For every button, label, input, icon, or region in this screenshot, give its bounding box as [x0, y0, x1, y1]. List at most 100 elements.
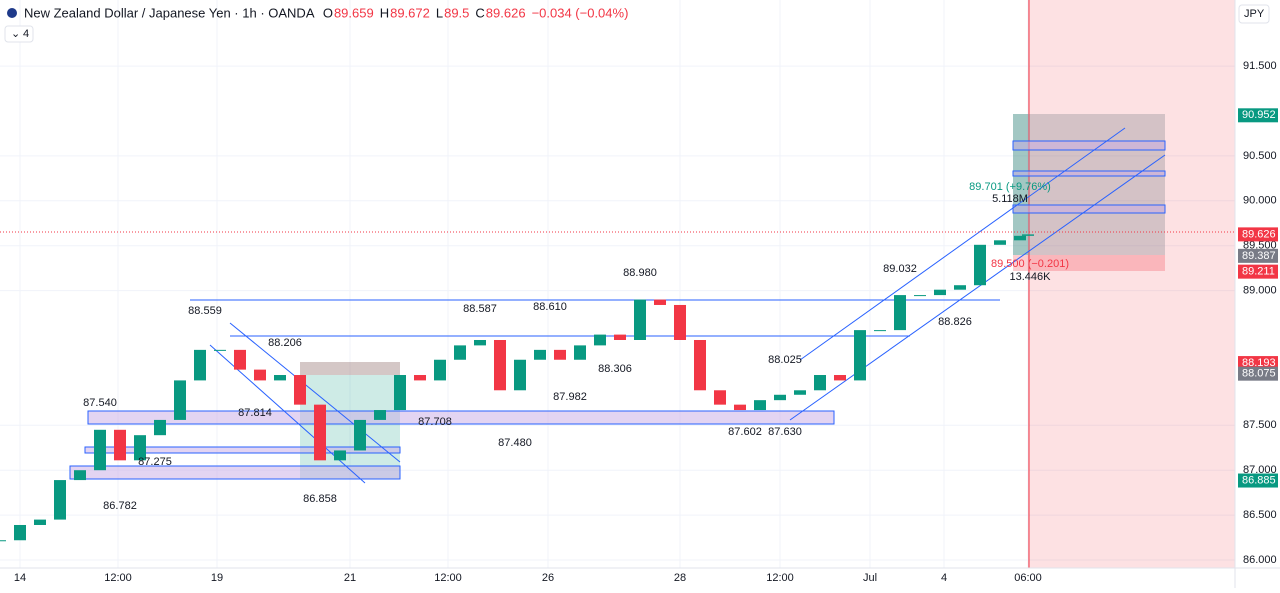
candle: [374, 410, 386, 420]
candle: [714, 390, 726, 405]
price-badge: [1238, 264, 1278, 279]
ohlc-value: 89.672: [390, 5, 430, 20]
price-badge-label: 88.193: [1242, 357, 1276, 369]
candle: [254, 369, 266, 381]
ohlc-key: O: [323, 5, 333, 20]
candle: [134, 435, 146, 461]
candle: [934, 289, 946, 296]
price-axis: [1235, 0, 1280, 588]
zone: [87, 410, 835, 425]
candle: [874, 330, 886, 332]
candle: [334, 450, 346, 461]
x-tick-label: 21: [344, 572, 356, 584]
symbol-title[interactable]: New Zealand Dollar / Japanese Yen · 1h ·…: [24, 5, 315, 20]
candle: [554, 349, 566, 360]
y-tick-label: 89.000: [1243, 285, 1277, 297]
price-annotation: 5.118M: [992, 193, 1028, 205]
x-tick-label: 14: [14, 572, 26, 584]
indicator-toggle[interactable]: [4, 25, 34, 43]
channel-line: [799, 127, 1126, 361]
ohlc-value: 89.5: [444, 5, 469, 20]
currency-button[interactable]: [1238, 4, 1270, 24]
candle: [314, 404, 326, 461]
y-tick-label: 87.000: [1243, 464, 1277, 476]
ohlc-legend: O 89.659 H 89.672 L 89.5 C 89.626 −0.034 (−0.04%…: [323, 5, 629, 20]
x-tick-label: 12:00: [766, 572, 794, 584]
candle: [174, 380, 186, 420]
candle: [1022, 234, 1034, 236]
x-tick-label: 12:00: [434, 572, 462, 584]
candle: [774, 394, 786, 401]
candle: [534, 349, 546, 360]
candle: [1014, 235, 1026, 241]
candle: [0, 540, 6, 542]
price-badge: [1238, 108, 1278, 123]
price-badge: [1238, 366, 1278, 381]
price-annotation: 86.782: [103, 500, 137, 512]
candle: [574, 345, 586, 360]
zone: [1012, 170, 1166, 177]
y-tick-label: 90.000: [1243, 195, 1277, 207]
indicator-chevron[interactable]: ⌄: [11, 28, 20, 40]
candle: [474, 339, 486, 346]
candle: [14, 524, 26, 541]
x-tick-label: 28: [674, 572, 686, 584]
price-annotation: 88.025: [768, 354, 802, 366]
price-annotation: 89.032: [883, 263, 917, 275]
candle: [794, 390, 806, 395]
price-annotation: 86.858: [303, 493, 337, 505]
position-loss: [1013, 255, 1165, 271]
candle: [414, 375, 426, 381]
x-tick-label: 19: [211, 572, 223, 584]
candle: [434, 359, 446, 381]
candle: [954, 285, 966, 290]
price-badge-label: 86.885: [1242, 474, 1276, 486]
price-annotation: 87.814: [238, 407, 272, 419]
ohlc-value: 89.626: [486, 5, 526, 20]
price-annotation: 87.602: [728, 426, 762, 438]
zone: [1012, 140, 1166, 151]
price-badge: [1238, 248, 1278, 263]
future-zone: [1028, 0, 1235, 568]
price-annotation: 88.559: [188, 305, 222, 317]
ohlc-key: C: [475, 5, 484, 20]
candle: [994, 240, 1006, 245]
candle: [34, 519, 46, 525]
price-badge: [1238, 356, 1278, 371]
candle: [974, 244, 986, 286]
zone: [84, 446, 401, 454]
price-annotation: 88.306: [598, 363, 632, 375]
x-tick-label: 4: [941, 572, 947, 584]
candle: [854, 330, 866, 381]
candle: [734, 404, 746, 411]
price-annotation: 89.500 (−0.201): [991, 258, 1069, 270]
candle: [454, 345, 466, 360]
x-tick-label: Jul: [863, 572, 877, 584]
candle: [614, 334, 626, 340]
candle: [154, 419, 166, 436]
price-badge-label: 89.626: [1242, 228, 1276, 240]
candle: [274, 375, 286, 381]
ohlc-key: L: [436, 5, 443, 20]
ohlc-key: H: [380, 5, 389, 20]
price-annotation: 88.980: [623, 267, 657, 279]
ohlc-value: 89.659: [334, 5, 374, 20]
x-tick-label: 06:00: [1014, 572, 1042, 584]
candle: [194, 349, 206, 381]
y-tick-label: 86.500: [1243, 509, 1277, 521]
y-tick-label: 87.500: [1243, 419, 1277, 431]
candle: [634, 299, 646, 340]
trade-stop: [300, 362, 400, 375]
y-tick-label: 91.500: [1243, 60, 1277, 72]
candle: [914, 295, 926, 297]
price-badge-label: 89.211: [1242, 266, 1275, 278]
currency[interactable]: JPY: [1244, 8, 1265, 20]
candle: [814, 375, 826, 391]
price-badge-label: 89.387: [1242, 250, 1276, 262]
x-tick-label: 12:00: [104, 572, 132, 584]
candle: [494, 339, 506, 391]
indicator-count[interactable]: 4: [23, 28, 29, 40]
price-annotation: 87.275: [138, 456, 172, 468]
candle: [654, 299, 666, 305]
